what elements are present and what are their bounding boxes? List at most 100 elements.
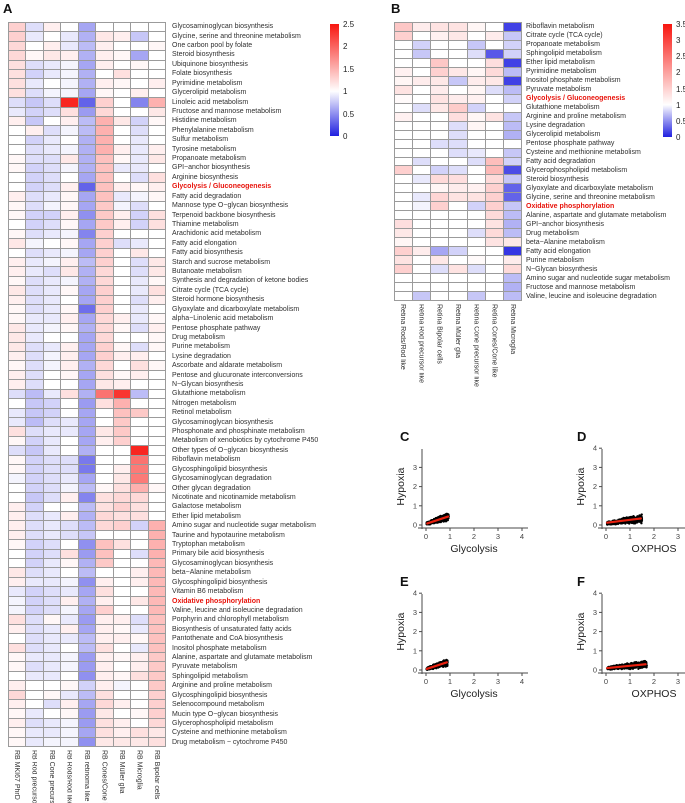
heatmap-cell (431, 139, 449, 148)
heatmap-cell (78, 615, 96, 624)
heatmap-cell (131, 258, 148, 267)
heatmap-cell (61, 662, 78, 671)
pathway-row-label: Propanoate metabolism (526, 41, 600, 48)
svg-text:1: 1 (448, 532, 452, 541)
heatmap-cell (113, 652, 131, 662)
heatmap-cell (413, 23, 431, 31)
heatmap-cell (113, 239, 131, 248)
pathway-row-label: Riboflavin metabolism (172, 456, 241, 464)
heatmap-cell (26, 728, 43, 737)
heatmap-cell (485, 58, 503, 67)
heatmap-cell (9, 201, 26, 211)
heatmap-cell (43, 314, 61, 323)
heatmap-cell (9, 511, 26, 521)
heatmap-cell (148, 587, 165, 596)
heatmap-cell (43, 446, 61, 455)
heatmap-cell (78, 417, 96, 427)
heatmap-cell (61, 352, 78, 361)
heatmap-cell (78, 135, 96, 145)
heatmap-cell (431, 265, 449, 274)
pathway-row-label: Mucin type O−glycan biosynthesis (172, 710, 279, 718)
heatmap-cell (148, 98, 165, 107)
heatmap-cell (9, 88, 26, 98)
heatmap-cell (61, 135, 78, 145)
heatmap-cell (413, 166, 431, 175)
pathway-row-label: Phenylalanine metabolism (172, 126, 254, 134)
heatmap-cell (26, 577, 43, 587)
heatmap-cell (503, 247, 521, 256)
heatmap-cell (61, 154, 78, 164)
heatmap-cell (96, 154, 113, 164)
heatmap-cell (43, 70, 61, 79)
heatmap-cell (9, 126, 26, 135)
heatmap-cell (131, 690, 148, 699)
heatmap-cell (449, 256, 467, 265)
heatmap-cell (78, 145, 96, 154)
heatmap-cell (131, 530, 148, 540)
heatmap-cell (449, 121, 467, 130)
heatmap-cell (26, 549, 43, 558)
heatmap-cell (9, 370, 26, 380)
heatmap-cell (131, 154, 148, 164)
heatmap-cell (9, 605, 26, 615)
pathway-row-label: Glycosphingolipid biosynthesis (172, 691, 268, 699)
heatmap-cell (43, 88, 61, 98)
heatmap-cell (78, 399, 96, 408)
heatmap-cell (148, 267, 165, 276)
heatmap-cell (449, 220, 467, 229)
heatmap-cell (9, 286, 26, 295)
cluster-column-label: RB retinoma like (83, 750, 90, 802)
heatmap-cell (61, 23, 78, 32)
heatmap-cell (9, 417, 26, 427)
heatmap-cell (467, 211, 485, 220)
heatmap-cell (43, 229, 61, 239)
heatmap-cell (413, 121, 431, 130)
heatmap-cell (413, 211, 431, 220)
svg-text:0: 0 (593, 666, 597, 675)
scatter-plot-c: 0 1 2 3 0 1 2 3 4 Glycolysis Hypoxia (395, 449, 528, 555)
pathway-row-label: Biosynthesis of unsaturated fatty acids (172, 625, 292, 633)
heatmap-cell (78, 408, 96, 417)
pathway-row-label: Glycolysis / Gluconeogenesis (172, 183, 272, 191)
heatmap-cell (413, 139, 431, 148)
heatmap-cell (413, 58, 431, 67)
heatmap-cell (503, 139, 521, 148)
heatmap-cell (43, 23, 61, 32)
heatmap-cell (78, 577, 96, 587)
heatmap-cell (26, 258, 43, 267)
heatmap-cell (413, 193, 431, 202)
heatmap-cell (148, 107, 165, 117)
heatmap-cell (61, 690, 78, 699)
heatmap-cell (78, 605, 96, 615)
heatmap-cell (96, 596, 113, 605)
heatmap-cell (78, 201, 96, 211)
heatmap-cell (431, 103, 449, 112)
pathway-row-label: Pyruvate metabolism (526, 86, 592, 93)
heatmap-cell (43, 436, 61, 446)
heatmap-cell (131, 464, 148, 474)
heatmap-cell (43, 60, 61, 69)
heatmap-cell (131, 718, 148, 728)
pathway-row-label: Glycerophospholipid metabolism (526, 167, 628, 174)
heatmap-cell (78, 699, 96, 709)
heatmap-cell (467, 23, 485, 31)
heatmap-cell (96, 135, 113, 145)
heatmap-cell (113, 568, 131, 577)
heatmap-cell (26, 117, 43, 126)
heatmap-cell (413, 40, 431, 49)
heatmap-cell (148, 417, 165, 427)
heatmap-cell (9, 652, 26, 662)
pathway-row-label: Drug metabolism (172, 333, 225, 341)
cluster-column-label: RB Rods/Rod like (65, 750, 73, 803)
heatmap-cell (131, 79, 148, 88)
heatmap-cell (9, 32, 26, 41)
heatmap-cell (113, 643, 131, 652)
heatmap-cell (78, 446, 96, 455)
svg-text:0: 0 (413, 521, 417, 530)
heatmap-cell (26, 314, 43, 323)
heatmap-cell (96, 502, 113, 511)
heatmap-cell (413, 85, 431, 94)
svg-text:0: 0 (413, 666, 417, 675)
heatmap-cell (395, 130, 413, 139)
pathway-row-label: alpha−Linolenic acid metabolism (172, 315, 274, 323)
